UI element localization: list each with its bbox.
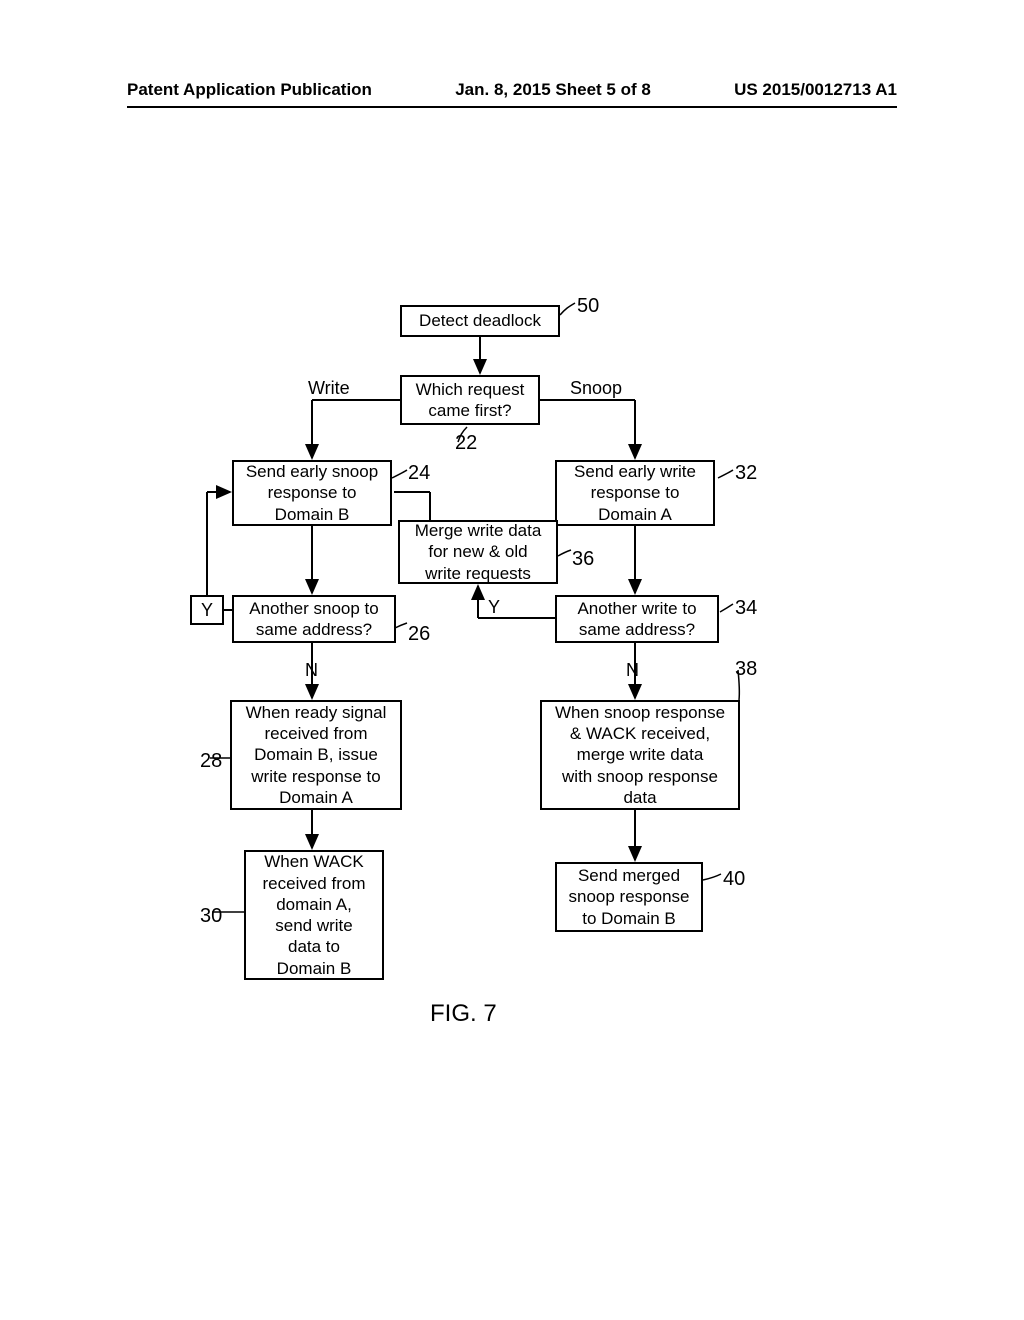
ref-50: 50: [577, 295, 599, 318]
box-send-early-snoop: Send early snoop response to Domain B: [232, 460, 392, 526]
box-detect-deadlock: Detect deadlock: [400, 305, 560, 337]
ref-24: 24: [408, 462, 430, 485]
box-which-request: Which request came first?: [400, 375, 540, 425]
box-when-wack: When WACK received from domain A, send w…: [244, 850, 384, 980]
header-right: US 2015/0012713 A1: [734, 80, 897, 100]
ref-40: 40: [723, 868, 745, 891]
patent-header: Patent Application Publication Jan. 8, 2…: [127, 80, 897, 108]
ref-22: 22: [455, 432, 477, 455]
box-when-snoop-wack: When snoop response & WACK received, mer…: [540, 700, 740, 810]
box-merge-write-data: Merge write data for new & old write req…: [398, 520, 558, 584]
ref-34: 34: [735, 597, 757, 620]
label-n1: N: [305, 660, 318, 681]
box-another-write: Another write to same address?: [555, 595, 719, 643]
label-y2: Y: [488, 597, 500, 618]
flowchart-lines: [0, 0, 1024, 1320]
figure-caption: FIG. 7: [430, 1000, 497, 1028]
ref-36: 36: [572, 548, 594, 571]
page: Patent Application Publication Jan. 8, 2…: [0, 0, 1024, 1320]
ref-30: 30: [200, 905, 222, 928]
label-write: Write: [308, 378, 350, 399]
box-send-early-write: Send early write response to Domain A: [555, 460, 715, 526]
header-center: Jan. 8, 2015 Sheet 5 of 8: [455, 80, 651, 100]
label-n2: N: [626, 660, 639, 681]
ref-32: 32: [735, 462, 757, 485]
box-send-merged: Send merged snoop response to Domain B: [555, 862, 703, 932]
box-y: Y: [190, 595, 224, 625]
label-snoop: Snoop: [570, 378, 622, 399]
header-left: Patent Application Publication: [127, 80, 372, 100]
ref-26: 26: [408, 623, 430, 646]
box-when-ready: When ready signal received from Domain B…: [230, 700, 402, 810]
ref-28: 28: [200, 750, 222, 773]
ref-38: 38: [735, 658, 757, 681]
box-another-snoop: Another snoop to same address?: [232, 595, 396, 643]
